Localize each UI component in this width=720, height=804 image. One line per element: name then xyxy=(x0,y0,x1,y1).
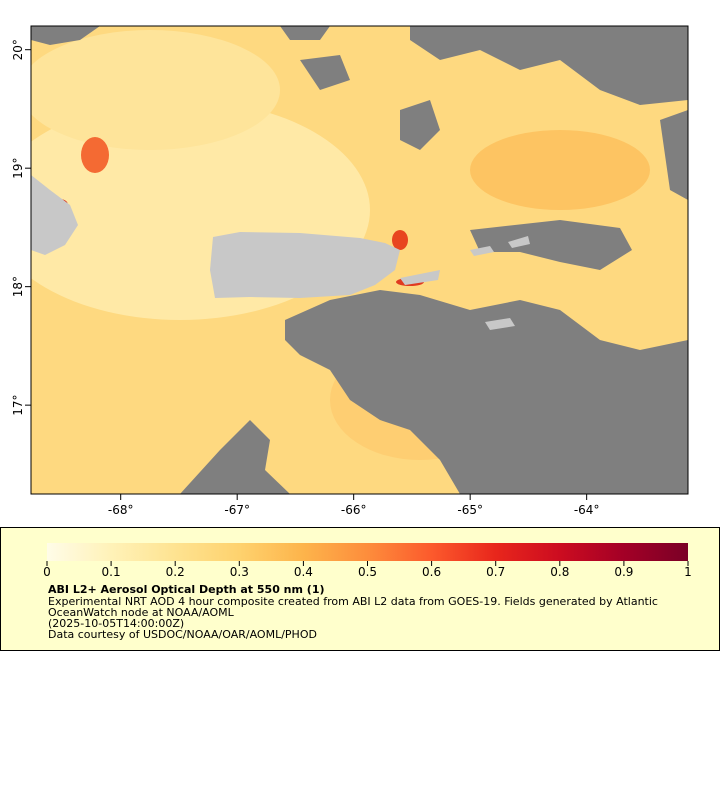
aod-high-spot xyxy=(81,137,109,173)
caption-line: Data courtesy of USDOC/NOAA/OAR/AOML/PHO… xyxy=(48,628,317,641)
y-tick-label: 20° xyxy=(11,39,25,60)
colorbar-tick-label: 0.2 xyxy=(166,565,185,579)
colorbar xyxy=(47,543,688,561)
aod-mid-region xyxy=(470,130,650,210)
colorbar-tick-label: 0 xyxy=(43,565,51,579)
x-tick-label: -66° xyxy=(341,503,367,517)
aod-high-spot xyxy=(392,230,408,250)
y-tick-label: 18° xyxy=(11,276,25,297)
x-tick-label: -67° xyxy=(224,503,250,517)
colorbar-tick-label: 0.9 xyxy=(614,565,633,579)
colorbar-tick-label: 1 xyxy=(684,565,692,579)
colorbar-tick-label: 0.8 xyxy=(550,565,569,579)
colorbar-tick-label: 0.6 xyxy=(422,565,441,579)
y-tick-label: 19° xyxy=(11,158,25,179)
colorbar-tick-label: 0.1 xyxy=(102,565,121,579)
no-data-cloud xyxy=(31,26,688,494)
x-tick-label: -68° xyxy=(108,503,134,517)
map-frame xyxy=(30,25,689,495)
map-raster xyxy=(31,26,688,494)
y-tick-label: 17° xyxy=(11,394,25,415)
caption-title: ABI L2+ Aerosol Optical Depth at 550 nm … xyxy=(48,583,325,596)
caption-line: Experimental NRT AOD 4 hour composite cr… xyxy=(48,595,658,608)
caption-line: OceanWatch node at NOAA/AOML xyxy=(48,606,235,619)
x-tick-label: -65° xyxy=(457,503,483,517)
caption-line: (2025-10-05T14:00:00Z) xyxy=(48,617,184,630)
colorbar-tick-label: 0.7 xyxy=(486,565,505,579)
x-tick-label: -64° xyxy=(574,503,600,517)
colorbar-tick-label: 0.5 xyxy=(358,565,377,579)
aod-low-region xyxy=(31,30,280,150)
land xyxy=(31,175,530,330)
colorbar-tick-label: 0.4 xyxy=(294,565,313,579)
colorbar-tick-label: 0.3 xyxy=(230,565,249,579)
